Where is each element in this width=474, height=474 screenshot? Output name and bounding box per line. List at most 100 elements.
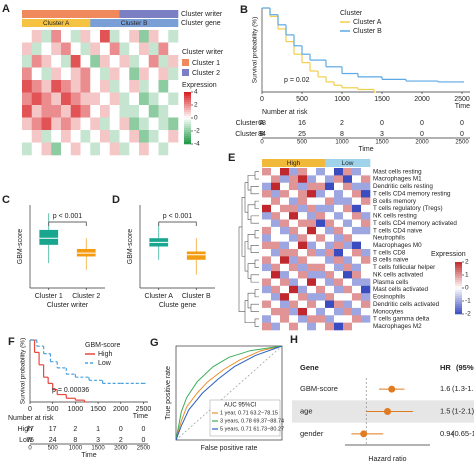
- x-tick-label: 2500: [136, 406, 152, 413]
- y-axis-label: Survival probability (%): [252, 17, 259, 83]
- heatmap-cell: [31, 55, 42, 68]
- heatmap-cell: [158, 117, 169, 131]
- row-name: GBM-score: [300, 384, 338, 393]
- x-axis-label: Time: [133, 413, 148, 420]
- heatmap-cell: [41, 92, 52, 106]
- heatmap-cell: [334, 175, 344, 184]
- risk-value: 3: [96, 437, 100, 444]
- legend-label: High: [98, 351, 113, 358]
- heatmap-cell: [70, 105, 81, 118]
- dendrogram: [254, 259, 259, 268]
- heatmap-cell: [289, 278, 299, 287]
- heatmap-cell: [70, 142, 81, 156]
- heatmap-cell: [280, 241, 290, 250]
- table-tick-label: 2500: [137, 446, 151, 452]
- colorbar-segment: [455, 312, 462, 315]
- heatmap-cell: [307, 256, 317, 265]
- heatmap-cell: [119, 117, 130, 131]
- heatmap-cell: [129, 67, 140, 81]
- heatmap-cell: [316, 212, 326, 220]
- heatmap-cell: [352, 315, 362, 323]
- heatmap-cell: [361, 234, 371, 242]
- heatmap-cell: [361, 212, 371, 220]
- roc-curve: [175, 345, 283, 441]
- heatmap-cell: [22, 92, 33, 106]
- colorbar-segment: [455, 266, 462, 269]
- heatmap-cell: [41, 67, 52, 81]
- heatmap-cell: [307, 182, 317, 191]
- heatmap-cell: [129, 142, 140, 156]
- legend-box: [209, 399, 281, 437]
- heatmap-cell: [262, 219, 272, 228]
- heatmap-cell: [119, 67, 130, 81]
- heatmap-cell: [51, 105, 62, 118]
- heatmap-cell: [334, 285, 344, 294]
- hr-value: 0.94: [440, 429, 455, 438]
- heatmap-cell: [289, 249, 299, 257]
- heatmap-cell: [325, 190, 335, 198]
- annotation-cell: [168, 19, 179, 27]
- risk-value: 1: [96, 426, 100, 433]
- heatmap-cell: [316, 278, 326, 287]
- heatmap-cell: [316, 322, 326, 331]
- heatmap-cell: [271, 219, 281, 228]
- heatmap-cell: [352, 271, 362, 279]
- colorbar-segment: [455, 300, 462, 303]
- annotation-name: Cluster gene: [181, 20, 221, 27]
- risk-value: 3: [380, 131, 384, 138]
- legend-label: Low: [98, 360, 112, 367]
- legend-label: Cluster A: [353, 19, 382, 26]
- heatmap-cell: [271, 300, 281, 309]
- heatmap-cell: [158, 67, 169, 81]
- heatmap-cell: [280, 212, 290, 220]
- heatmap-cell: [289, 197, 299, 206]
- heatmap-cell: [361, 256, 371, 265]
- heatmap-cell: [334, 322, 344, 331]
- dendrogram: [238, 226, 245, 312]
- heatmap-cell: [80, 130, 91, 143]
- heatmap-cell: [271, 197, 281, 206]
- legend-label: 5 years, 0.71 61.73−80.27: [220, 426, 284, 432]
- risk-value: 0: [119, 426, 123, 433]
- heatmap-cell: [352, 212, 362, 220]
- heatmap-cell: [158, 130, 169, 143]
- heatmap-cell: [307, 285, 317, 294]
- colorbar-title: Expression: [431, 251, 466, 258]
- heatmap-cell: [316, 271, 326, 279]
- heatmap-cell: [352, 322, 362, 331]
- colorbar-tick-label: -1: [465, 298, 471, 305]
- heatmap-cell: [109, 55, 120, 68]
- x-axis-label: Cluster writer: [47, 302, 89, 309]
- heatmap-cell: [325, 315, 335, 323]
- heatmap-cell: [31, 80, 42, 93]
- hr-value: 1.6: [440, 384, 450, 393]
- y-axis-label: GBM-score: [17, 229, 24, 265]
- colorbar-segment: [184, 114, 191, 117]
- annotation-cell: [90, 19, 101, 27]
- annotation-cell: [139, 10, 150, 18]
- heatmap-cell: [158, 105, 169, 118]
- heatmap-cell: [343, 219, 353, 228]
- heatmap-cell: [298, 182, 308, 191]
- heatmap-cell: [325, 168, 335, 176]
- heatmap-cell: [262, 285, 272, 294]
- colorbar-segment: [184, 116, 191, 119]
- risk-value: 68: [258, 120, 266, 127]
- heatmap-cell: [307, 307, 317, 316]
- heatmap-cell: [289, 285, 299, 294]
- row-label: Mast cells resting: [373, 168, 422, 175]
- risk-value: 75: [26, 437, 34, 444]
- heatmap-cell: [334, 182, 344, 191]
- risk-value: 25: [298, 131, 306, 138]
- p-value: p = 0.02: [284, 77, 310, 84]
- x-axis-label: Hazard ratio: [368, 456, 406, 463]
- heatmap-cell: [352, 263, 362, 272]
- annotation-label: High: [287, 160, 301, 167]
- heatmap-cell: [298, 307, 308, 316]
- heatmap-cell: [41, 142, 52, 156]
- heatmap-cell: [352, 278, 362, 287]
- heatmap-cell: [361, 271, 371, 279]
- heatmap-cell: [343, 175, 353, 184]
- heatmap-cell: [119, 30, 130, 43]
